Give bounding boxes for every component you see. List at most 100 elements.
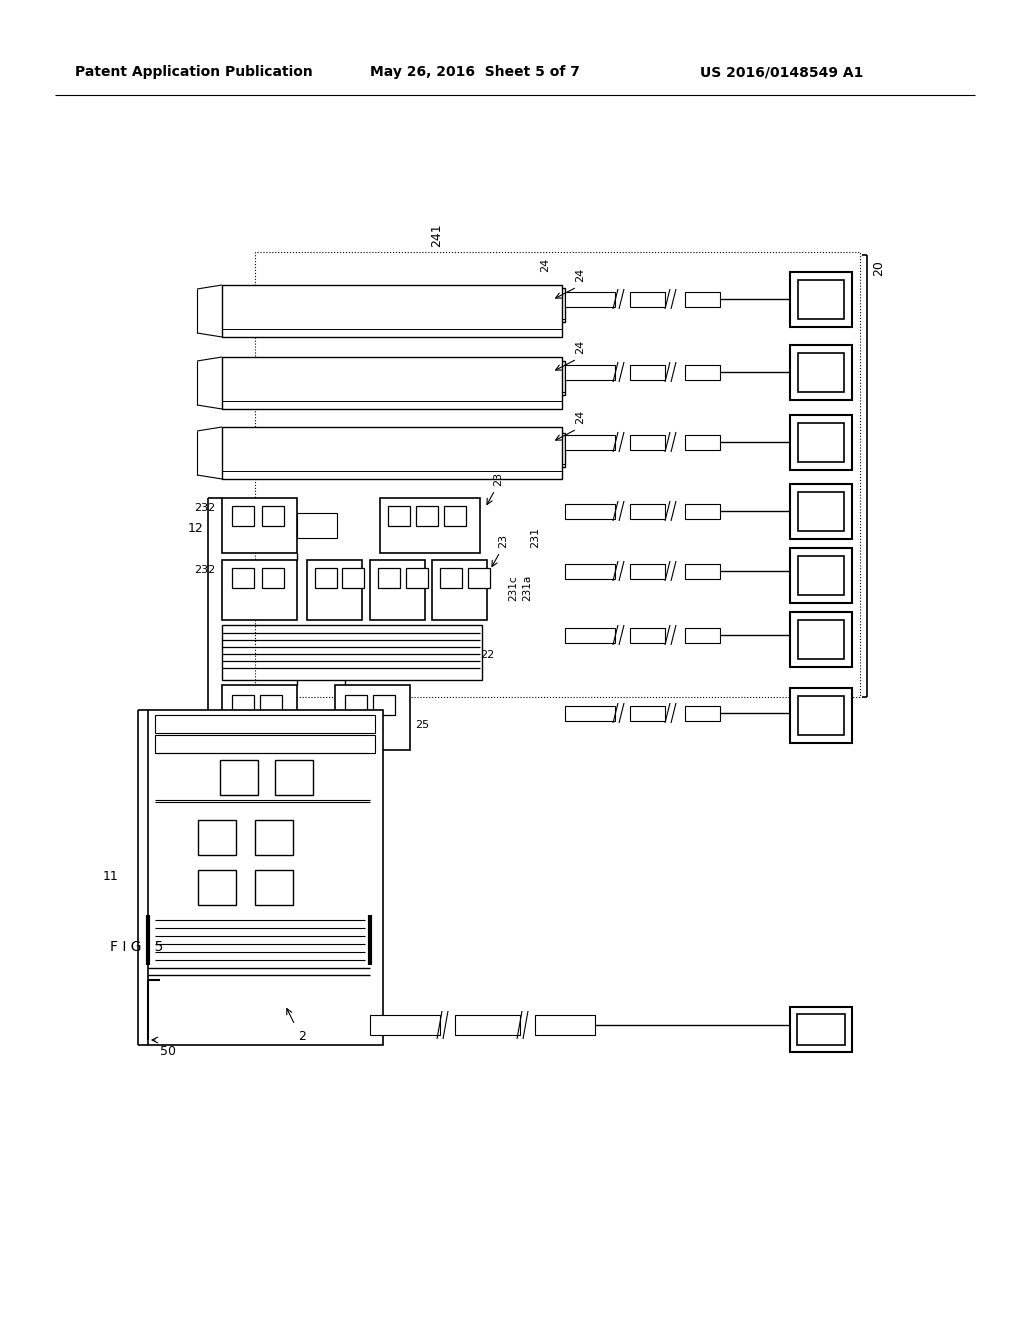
Bar	[565, 292, 615, 308]
Bar	[685, 366, 720, 380]
Bar	[222, 560, 297, 620]
Bar	[630, 436, 665, 450]
Bar	[315, 568, 337, 587]
Text: 23: 23	[498, 533, 508, 548]
Bar	[335, 685, 410, 750]
Bar	[798, 352, 844, 392]
Bar	[565, 706, 615, 721]
Text: 241: 241	[430, 223, 443, 247]
Text: 24: 24	[575, 268, 585, 282]
Bar	[255, 433, 565, 467]
Bar	[262, 506, 284, 525]
Bar	[406, 568, 428, 587]
Bar	[255, 252, 860, 697]
Bar	[220, 760, 258, 795]
Text: 24: 24	[540, 257, 550, 272]
Bar	[798, 422, 844, 462]
Bar	[198, 820, 236, 855]
Bar	[297, 513, 337, 539]
Text: 11: 11	[102, 870, 118, 883]
Text: 25: 25	[415, 719, 429, 730]
Text: 232: 232	[194, 503, 215, 513]
Bar	[565, 628, 615, 643]
Bar	[222, 685, 297, 750]
Bar	[535, 1015, 595, 1035]
Bar	[685, 504, 720, 519]
Bar	[565, 564, 615, 579]
Bar	[798, 492, 844, 531]
Bar	[255, 360, 565, 395]
Text: 24: 24	[575, 339, 585, 354]
Bar	[790, 548, 852, 603]
Bar	[455, 1015, 520, 1035]
Bar	[255, 870, 293, 906]
Text: 231a: 231a	[522, 576, 532, 601]
Bar	[798, 556, 844, 595]
Bar	[380, 498, 480, 553]
Text: 24: 24	[575, 409, 585, 424]
Text: 50: 50	[160, 1045, 176, 1059]
Bar	[685, 628, 720, 643]
Bar	[222, 426, 562, 479]
Bar	[260, 696, 282, 715]
Bar	[255, 288, 565, 322]
Bar	[565, 366, 615, 380]
Bar	[275, 760, 313, 795]
Bar	[685, 292, 720, 308]
Bar	[630, 706, 665, 721]
Bar	[370, 560, 425, 620]
Bar	[790, 612, 852, 667]
Text: 231: 231	[530, 527, 540, 548]
Bar	[432, 560, 487, 620]
Bar	[148, 710, 383, 1045]
Bar	[630, 292, 665, 308]
Bar	[630, 628, 665, 643]
Bar	[232, 506, 254, 525]
Bar	[565, 436, 615, 450]
Bar	[797, 1014, 845, 1045]
Text: May 26, 2016  Sheet 5 of 7: May 26, 2016 Sheet 5 of 7	[370, 65, 580, 79]
Bar	[222, 356, 562, 409]
Bar	[790, 414, 852, 470]
Text: 12: 12	[187, 521, 203, 535]
Text: F I G . 5: F I G . 5	[110, 940, 164, 954]
Bar	[232, 568, 254, 587]
Bar	[798, 280, 844, 319]
Text: 20: 20	[872, 260, 885, 276]
Bar	[388, 506, 410, 525]
Bar	[444, 506, 466, 525]
Bar	[255, 820, 293, 855]
Bar	[565, 504, 615, 519]
Bar	[630, 564, 665, 579]
Bar	[222, 624, 482, 680]
Bar	[685, 564, 720, 579]
Text: 23: 23	[493, 471, 503, 486]
Bar	[685, 706, 720, 721]
Bar	[373, 696, 395, 715]
Bar	[416, 506, 438, 525]
Bar	[378, 568, 400, 587]
Bar	[342, 568, 364, 587]
Bar	[232, 696, 254, 715]
Bar	[790, 484, 852, 539]
Text: 232: 232	[194, 565, 215, 576]
Text: 22: 22	[480, 649, 495, 660]
Text: US 2016/0148549 A1: US 2016/0148549 A1	[700, 65, 863, 79]
Bar	[262, 568, 284, 587]
Bar	[630, 504, 665, 519]
Bar	[798, 620, 844, 659]
Bar	[468, 568, 490, 587]
Text: Patent Application Publication: Patent Application Publication	[75, 65, 312, 79]
Bar	[790, 345, 852, 400]
Bar	[222, 498, 297, 553]
Text: 231c: 231c	[508, 576, 518, 601]
Bar	[155, 735, 375, 752]
Bar	[198, 870, 236, 906]
Text: 2: 2	[298, 1030, 306, 1043]
Bar	[307, 560, 362, 620]
Bar	[790, 688, 852, 743]
Bar	[345, 696, 367, 715]
Bar	[370, 1015, 440, 1035]
Bar	[790, 272, 852, 327]
Bar	[222, 285, 562, 337]
